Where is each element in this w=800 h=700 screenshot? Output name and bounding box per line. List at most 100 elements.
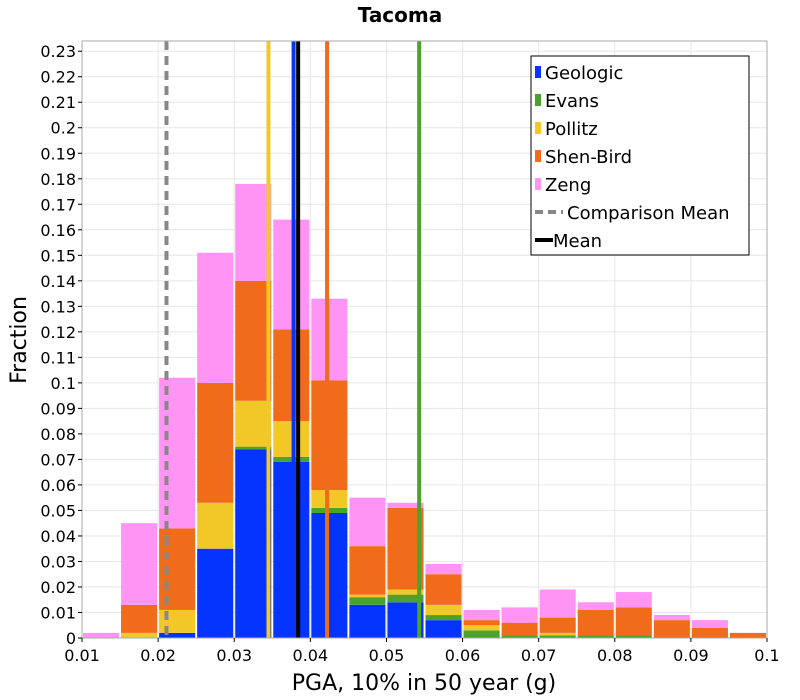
x-tick-label: 0.1 — [754, 646, 779, 665]
y-tick-label: 0.15 — [40, 246, 76, 265]
bar-shen-bird — [653, 620, 690, 638]
bar-shen-bird — [615, 607, 652, 636]
y-tick-label: 0.02 — [40, 578, 76, 597]
bar-shen-bird — [501, 622, 538, 636]
mean-lines — [164, 41, 422, 638]
y-tick-label: 0.1 — [51, 374, 76, 393]
bar-evans — [349, 597, 386, 605]
bar-geologic — [349, 604, 386, 638]
y-tick-label: 0.04 — [40, 527, 76, 546]
bar-shen-bird — [197, 382, 234, 503]
bar-shen-bird — [463, 620, 500, 626]
bar-zeng — [615, 592, 652, 608]
bar-shen-bird — [691, 627, 728, 638]
bar-geologic — [311, 512, 348, 638]
bar-zeng — [539, 589, 576, 618]
chart-title: Tacoma — [358, 3, 443, 27]
bar-zeng — [121, 523, 158, 605]
x-tick-label: 0.01 — [64, 646, 100, 665]
bar-evans — [425, 615, 462, 621]
y-tick-label: 0.13 — [40, 297, 76, 316]
legend-swatch — [535, 94, 541, 106]
bar-shen-bird — [311, 380, 348, 491]
bar-shen-bird — [539, 617, 576, 633]
bar-pollitz — [197, 502, 234, 549]
x-axis-title: PGA, 10% in 50 year (g) — [292, 671, 556, 696]
bar-shen-bird — [729, 632, 766, 638]
bar-geologic — [273, 461, 310, 638]
y-tick-label: 0.18 — [40, 170, 76, 189]
x-tick-label: 0.07 — [521, 646, 557, 665]
bar-pollitz — [539, 632, 576, 636]
bar-zeng — [235, 183, 272, 281]
y-tick-label: 0.16 — [40, 221, 76, 240]
x-tick-label: 0.05 — [369, 646, 405, 665]
bar-zeng — [349, 497, 386, 547]
bar-evans — [463, 630, 500, 638]
bar-zeng — [425, 564, 462, 575]
bar-shen-bird — [273, 329, 310, 422]
bar-zeng — [691, 620, 728, 628]
x-tick-label: 0.09 — [673, 646, 709, 665]
bar-pollitz — [387, 589, 424, 595]
legend-label: Mean — [553, 231, 602, 252]
legend-label: Comparison Mean — [567, 203, 730, 224]
bar-zeng — [577, 602, 614, 610]
y-axis-ticks: 0 0.01 0.02 0.03 0.04 0.05 0.06 0.07 0.08 0.09 0.1… — [40, 42, 82, 648]
bar-evans — [501, 635, 538, 638]
bar-shen-bird — [235, 280, 272, 401]
x-axis-ticks: 0.01 0.02 0.03 0.04 0.05 0.06 0.07 0.08 0.09 0.1 — [64, 638, 780, 665]
bar-geologic — [235, 449, 272, 638]
y-tick-label: 0.2 — [51, 119, 76, 138]
bar-zeng — [501, 607, 538, 623]
bar-zeng — [463, 609, 500, 621]
bar-zeng — [387, 502, 424, 508]
bar-geologic — [197, 548, 234, 638]
legend-label: Shen-Bird — [545, 147, 632, 168]
bar-zeng — [311, 298, 348, 381]
bar-pollitz — [121, 632, 158, 638]
y-tick-label: 0.12 — [40, 323, 76, 342]
bar-evans — [615, 635, 652, 638]
y-tick-label: 0.19 — [40, 144, 76, 163]
legend-swatch — [535, 122, 541, 134]
y-tick-label: 0.22 — [40, 68, 76, 87]
y-tick-label: 0.21 — [40, 93, 76, 112]
y-tick-label: 0.07 — [40, 450, 76, 469]
y-tick-label: 0.14 — [40, 272, 76, 291]
bar-geologic — [159, 632, 196, 638]
legend-label: Pollitz — [545, 119, 598, 140]
bar-zeng — [653, 615, 690, 621]
bar-pollitz — [349, 594, 386, 598]
bars — [83, 183, 766, 638]
bar-pollitz — [235, 400, 272, 447]
bar-pollitz — [463, 625, 500, 631]
bar-evans — [539, 635, 576, 638]
legend-label: Geologic — [545, 63, 623, 84]
y-tick-label: 0.17 — [40, 195, 76, 214]
bar-shen-bird — [577, 609, 614, 636]
legend: Geologic Evans Pollitz Shen-Bird Zeng Compari… — [530, 55, 750, 256]
bar-evans — [387, 594, 424, 603]
legend-swatch — [535, 150, 541, 162]
y-tick-label: 0.01 — [40, 603, 76, 622]
legend-label: Zeng — [545, 175, 591, 196]
x-tick-label: 0.04 — [293, 646, 329, 665]
plot-frame — [81, 40, 768, 639]
bar-evans — [235, 446, 272, 450]
y-tick-label: 0.23 — [40, 42, 76, 61]
bar-evans — [273, 456, 310, 462]
y-tick-label: 0.05 — [40, 501, 76, 520]
legend-box — [530, 55, 750, 256]
bar-shen-bird — [425, 574, 462, 605]
bar-shen-bird — [121, 604, 158, 633]
bar-evans — [577, 635, 614, 638]
bar-evans — [311, 507, 348, 513]
y-tick-label: 0.06 — [40, 476, 76, 495]
y-tick-label: 0 — [66, 629, 76, 648]
x-tick-label: 0.08 — [597, 646, 633, 665]
y-tick-label: 0.08 — [40, 425, 76, 444]
x-tick-label: 0.03 — [216, 646, 252, 665]
y-tick-label: 0.11 — [40, 348, 76, 367]
